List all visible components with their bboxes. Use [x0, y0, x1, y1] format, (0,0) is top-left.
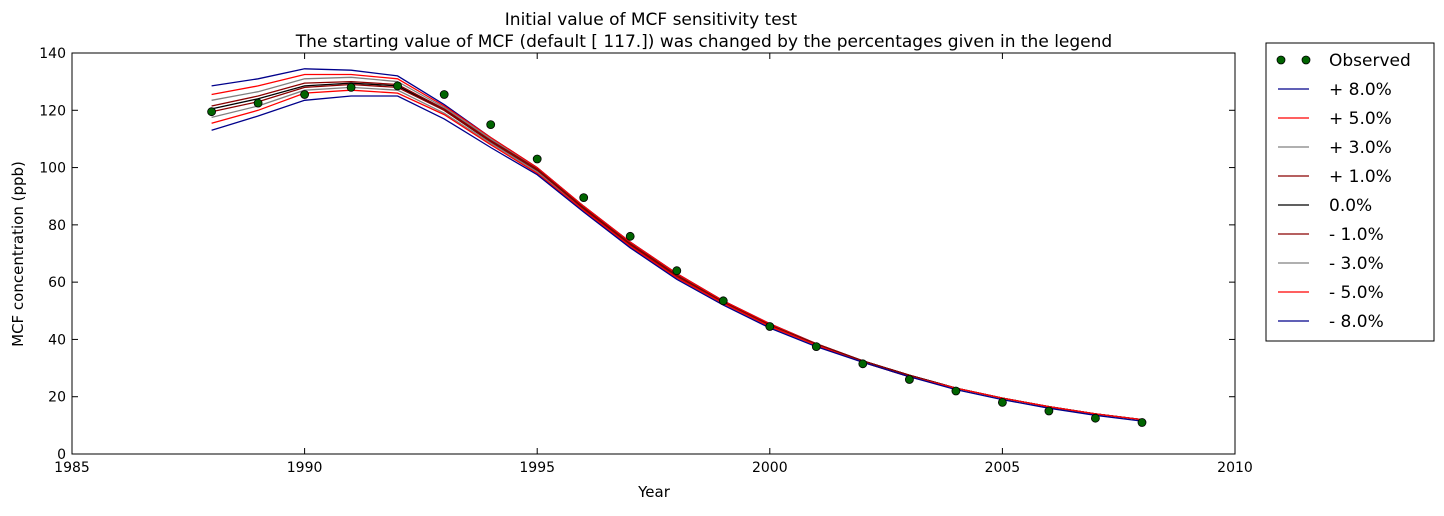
chart-subtitle: The starting value of MCF (default [ 117… — [295, 32, 1112, 52]
x-tick-label-5: 2010 — [1217, 460, 1253, 476]
legend-box — [1265, 42, 1435, 342]
legend-label-0: Observed — [1329, 51, 1411, 71]
observed-point-16 — [951, 386, 961, 396]
observed-point-13 — [811, 342, 821, 352]
y-tick-label-7: 140 — [39, 46, 66, 62]
series-line-4 — [211, 82, 1143, 421]
observed-point-17 — [998, 397, 1007, 407]
series-line-8 — [211, 95, 1143, 422]
observed-point-0 — [207, 107, 217, 117]
legend: Observed + 8.0% + 5.0% + 3.0% + 1.0% 0.0% - 1.… — [1265, 42, 1435, 342]
observed-point-8 — [579, 193, 589, 203]
legend-marker-observed-a — [1276, 55, 1286, 65]
y-tick-label-1: 20 — [48, 390, 66, 406]
observed-point-18 — [1044, 406, 1054, 416]
observed-point-15 — [905, 375, 914, 384]
observed-point-20 — [1137, 418, 1147, 427]
series-line-0 — [211, 68, 1143, 421]
legend-marker-observed-b — [1301, 55, 1311, 65]
observed-point-3 — [346, 83, 356, 92]
x-tick-label-4: 2005 — [985, 460, 1021, 476]
observed-point-4 — [393, 81, 403, 91]
legend-label-7: - 3.0% — [1329, 254, 1384, 274]
legend-label-9: - 8.0% — [1329, 312, 1384, 332]
observed-point-9 — [625, 231, 635, 241]
observed-point-7 — [532, 154, 542, 164]
observed-point-2 — [300, 90, 310, 99]
observed-point-11 — [718, 296, 728, 306]
legend-label-1: + 8.0% — [1329, 80, 1392, 100]
y-tick-label-3: 60 — [48, 275, 66, 291]
x-tick-label-1: 1990 — [287, 460, 323, 476]
x-axis-label: Year — [637, 483, 671, 501]
y-tick-label-6: 120 — [39, 103, 66, 119]
series-line-2 — [211, 76, 1143, 421]
observed-point-12 — [765, 322, 775, 331]
series-line-5 — [211, 83, 1143, 421]
series-line-6 — [211, 86, 1143, 421]
y-axis-label: MCF concentration (ppb) — [9, 161, 27, 347]
series-line-1 — [211, 73, 1143, 421]
y-tick-label-5: 100 — [39, 161, 66, 177]
legend-label-6: - 1.0% — [1329, 225, 1384, 245]
y-tick-label-2: 40 — [48, 332, 66, 348]
x-tick-label-3: 2000 — [752, 460, 788, 476]
chart-title: Initial value of MCF sensitivity test — [505, 10, 798, 30]
series-line-3 — [211, 80, 1143, 421]
observed-point-1 — [253, 98, 263, 108]
plot-area: 1985 1990 1995 2000 2005 2010 0 20 40 60 80 100 120 1… — [39, 46, 1253, 476]
x-tick-label-0: 1985 — [54, 460, 90, 476]
plot-frame — [71, 52, 1236, 455]
x-tick-label-2: 1995 — [519, 460, 555, 476]
legend-label-2: + 5.0% — [1329, 109, 1392, 129]
series-line-7 — [211, 89, 1143, 421]
legend-label-5: 0.0% — [1329, 196, 1372, 216]
legend-label-4: + 1.0% — [1329, 167, 1392, 187]
observed-point-10 — [672, 266, 682, 276]
y-tick-label-0: 0 — [57, 447, 66, 463]
observed-point-14 — [858, 359, 868, 369]
observed-point-19 — [1091, 413, 1100, 423]
observed-point-5 — [439, 90, 449, 99]
y-tick-label-4: 80 — [48, 218, 66, 234]
observed-point-6 — [486, 120, 496, 129]
legend-label-3: + 3.0% — [1329, 138, 1392, 158]
legend-label-8: - 5.0% — [1329, 283, 1384, 303]
